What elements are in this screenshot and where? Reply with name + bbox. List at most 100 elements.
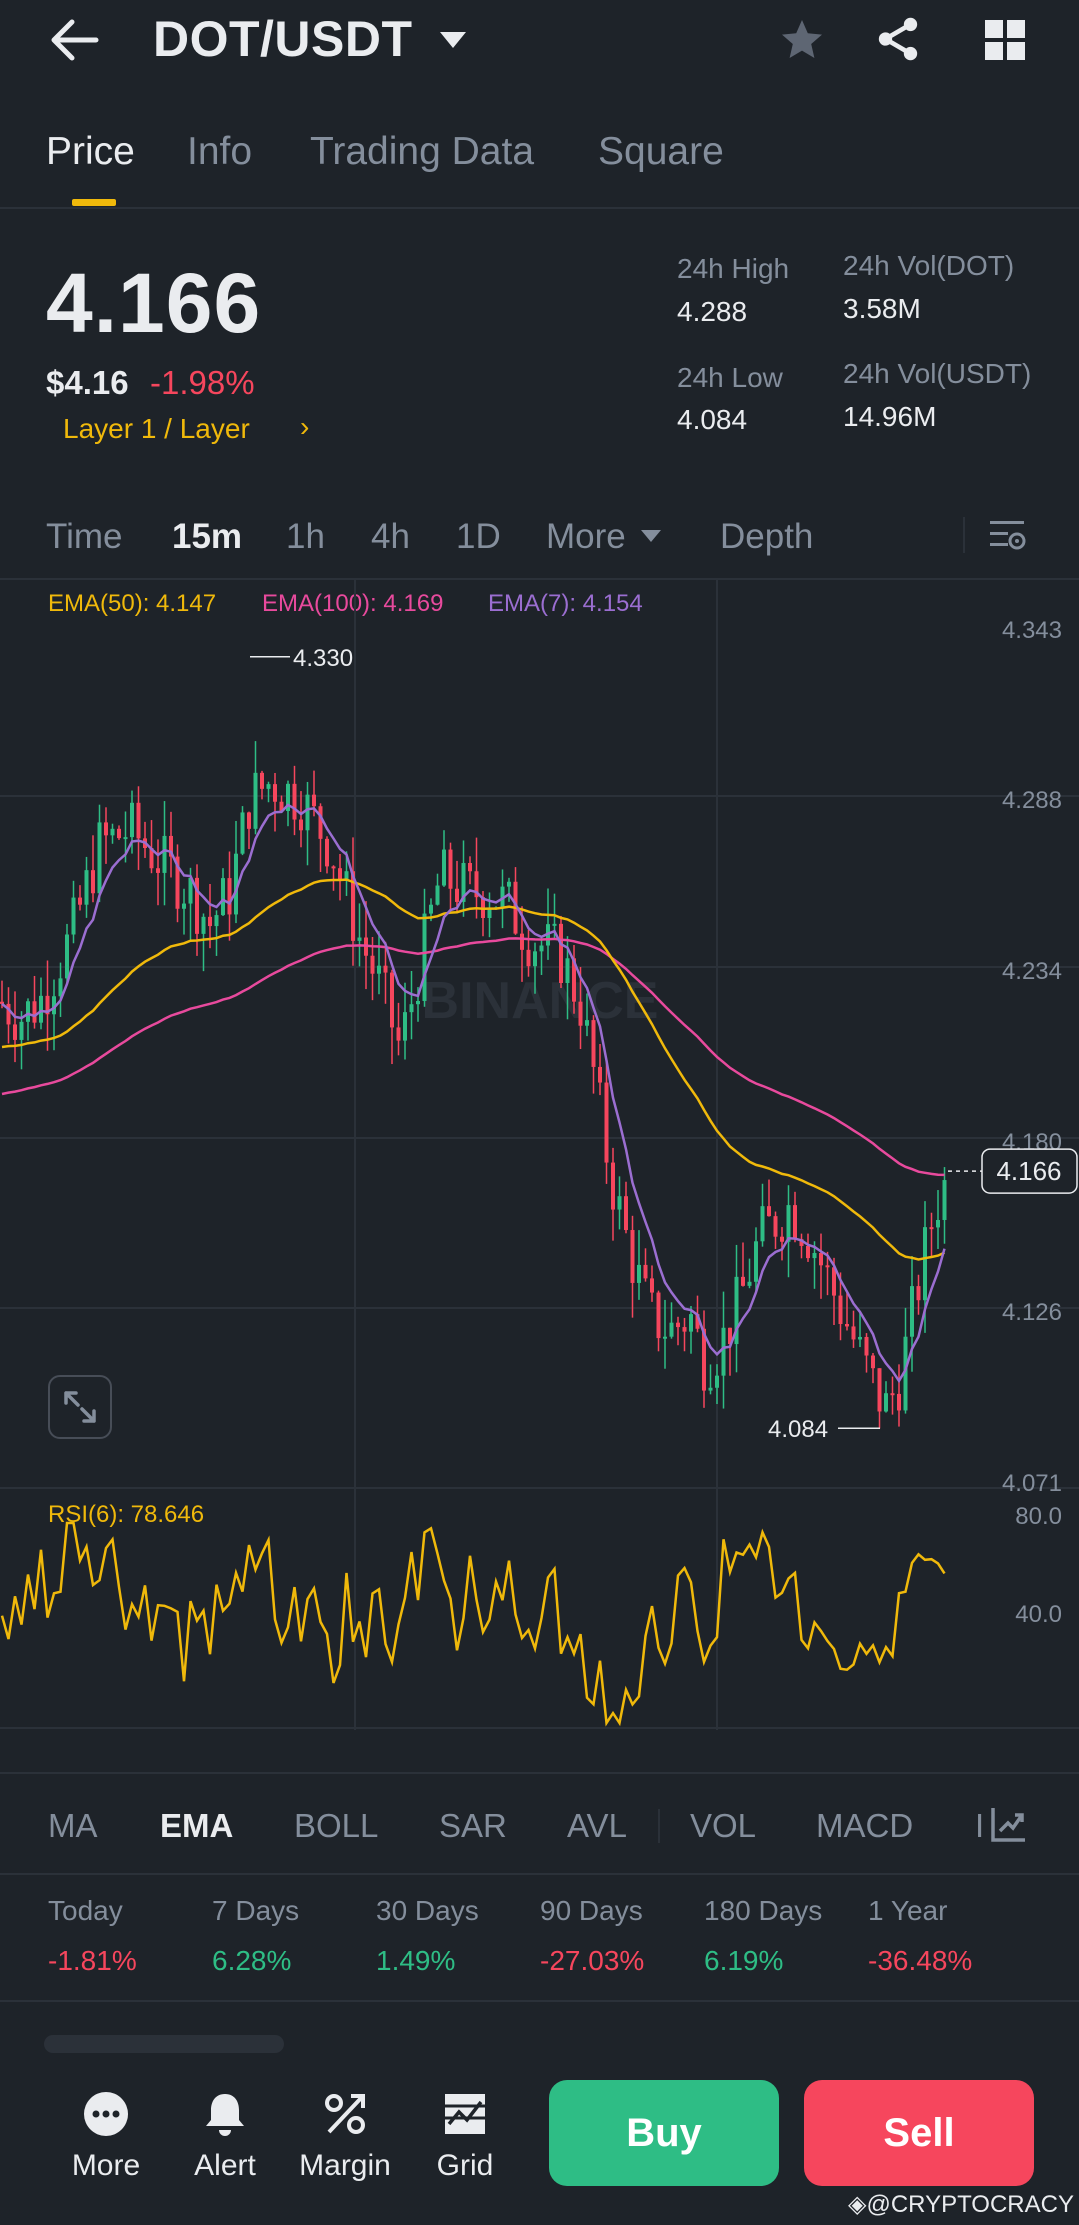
share-icon[interactable] [873, 14, 923, 64]
tab-square[interactable]: Square [598, 130, 724, 173]
indicator-macd[interactable]: MACD [816, 1807, 914, 1844]
indicator-settings-icon[interactable] [990, 1805, 1028, 1843]
candle-body [214, 915, 219, 927]
perf-label: 7 Days [212, 1895, 300, 1926]
grid-label: Grid [436, 2149, 494, 2182]
candle-body [260, 772, 264, 789]
more-label: More [71, 2149, 141, 2182]
candle-body [890, 1393, 895, 1396]
alert-label: Alert [194, 2149, 256, 2182]
rsi-axis-label: 40.0 [1015, 1601, 1062, 1628]
candle-body [351, 871, 355, 941]
candle-body [117, 828, 121, 839]
interval-depth[interactable]: Depth [720, 517, 814, 556]
back-arrow-icon[interactable] [50, 18, 100, 62]
last-price: 4.166 [46, 256, 262, 350]
candle-body [39, 995, 43, 1023]
candle-body [565, 958, 570, 984]
ema100-line [1, 937, 945, 1177]
sell-button[interactable]: Sell [804, 2080, 1034, 2186]
candle-body [45, 995, 50, 1015]
candle-body [240, 812, 245, 854]
pair-dropdown-icon[interactable] [438, 30, 468, 50]
indicator-avl[interactable]: AVL [567, 1807, 627, 1844]
candle-body [32, 1001, 37, 1023]
margin-action[interactable]: Margin [290, 2090, 400, 2183]
candle-body [825, 1265, 830, 1268]
perf-value: 1.49% [376, 1945, 456, 1976]
candle-body [604, 1082, 609, 1163]
favorite-star-icon[interactable] [778, 16, 826, 64]
candle-body [19, 1021, 24, 1040]
interval-more[interactable]: More [546, 517, 626, 556]
vol-quote-label: 24h Vol(USDT) [843, 358, 1032, 389]
more-dropdown-icon[interactable] [640, 529, 662, 543]
candle-body [786, 1205, 791, 1242]
candle-body [383, 965, 388, 973]
interval-bar: Time 15m 1h 4h 1D More Depth [0, 505, 1079, 570]
candle-body [715, 1375, 719, 1388]
candle-body [864, 1336, 869, 1356]
candle-body [689, 1314, 693, 1332]
margin-label: Margin [299, 2149, 391, 2182]
grid-action[interactable]: Grid [410, 2090, 520, 2183]
candle-body [312, 794, 316, 807]
candle-body [585, 1020, 589, 1026]
tabs-divider [0, 207, 1079, 209]
indicator-more[interactable]: I [975, 1807, 985, 1844]
candle-body [403, 1012, 407, 1041]
ema100-legend: EMA(100): 4.169 [262, 590, 444, 617]
candle-body [871, 1355, 875, 1369]
usd-price: $4.16 [46, 364, 129, 401]
candle-body [663, 1336, 667, 1339]
indicator-bar: MA EMA BOLL SAR AVL VOL MACD I [0, 1795, 1079, 1865]
candle-body [559, 923, 563, 984]
interval-4h[interactable]: 4h [371, 517, 410, 556]
expand-chart-button[interactable] [48, 1375, 112, 1439]
tab-price[interactable]: Price [46, 130, 135, 173]
candle-body [208, 916, 212, 927]
candle-body [182, 903, 186, 909]
grid-menu-icon[interactable] [983, 18, 1027, 62]
indicator-vol[interactable]: VOL [690, 1807, 757, 1844]
candle-body [728, 1327, 732, 1345]
candle-body [500, 886, 505, 908]
candlestick-chart[interactable]: BINANCE RSI(6): 78.646 80.040.0 4.3434.28… [0, 580, 1079, 1730]
price-axis-label: 4.126 [1002, 1299, 1062, 1326]
ema7-legend: EMA(7): 4.154 [488, 590, 643, 617]
alert-action[interactable]: Alert [170, 2090, 280, 2183]
interval-time[interactable]: Time [46, 517, 123, 556]
candle-body [611, 1162, 615, 1210]
indicator-ema[interactable]: EMA [160, 1807, 234, 1844]
candle-body [767, 1206, 771, 1217]
interval-1h[interactable]: 1h [286, 517, 325, 556]
candle-body [253, 772, 258, 829]
high-value: 4.288 [677, 296, 748, 327]
indicator-boll[interactable]: BOLL [294, 1807, 379, 1844]
more-action[interactable]: More [51, 2090, 161, 2183]
candle-body [175, 856, 180, 909]
indicator-sar[interactable]: SAR [439, 1807, 507, 1844]
perf-value: -27.03% [540, 1945, 645, 1976]
tab-trading-data[interactable]: Trading Data [310, 130, 535, 173]
candle-body [838, 1295, 843, 1325]
candle-body [123, 837, 128, 840]
high-label: 24h High [677, 253, 790, 284]
chart-settings-icon[interactable] [988, 515, 1028, 555]
ema50-legend: EMA(50): 4.147 [48, 590, 217, 617]
candle-body [903, 1336, 908, 1411]
candle-body [422, 913, 427, 1001]
candle-body [377, 965, 381, 974]
chevron-right-icon[interactable]: › [300, 411, 310, 442]
rsi-line [0, 1521, 946, 1727]
more-dots-icon [84, 2092, 128, 2136]
pair-title[interactable]: DOT/USDT [153, 11, 413, 67]
category-tag-link[interactable]: Layer 1 / Layer [63, 413, 250, 444]
candle-body [110, 828, 115, 836]
indicator-ma[interactable]: MA [48, 1807, 98, 1844]
interval-15m[interactable]: 15m [172, 517, 243, 556]
candle-body [650, 1278, 654, 1293]
tab-info[interactable]: Info [187, 130, 253, 173]
interval-1d[interactable]: 1D [456, 517, 501, 556]
buy-button[interactable]: Buy [549, 2080, 779, 2186]
